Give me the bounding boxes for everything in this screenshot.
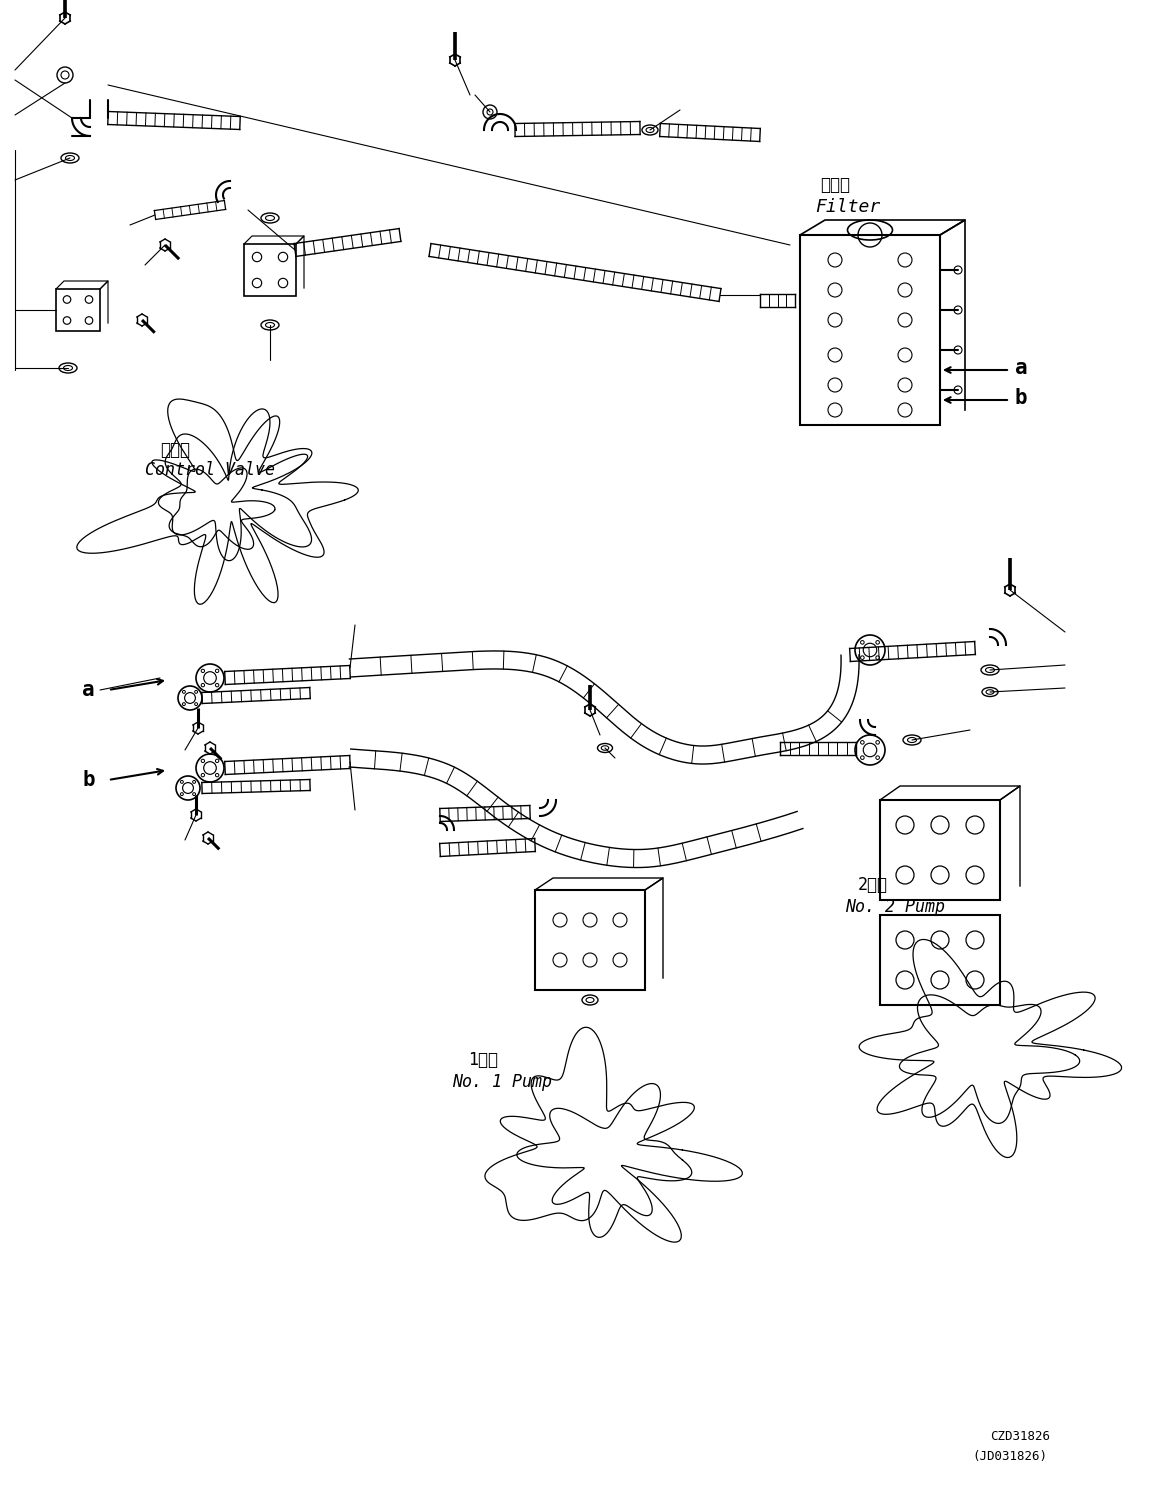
Text: No. 1 Pump: No. 1 Pump xyxy=(452,1073,552,1091)
Text: No. 2 Pump: No. 2 Pump xyxy=(846,898,945,916)
Text: Filter: Filter xyxy=(814,198,880,216)
Bar xyxy=(244,245,296,295)
Bar xyxy=(880,915,1000,1006)
Bar xyxy=(799,236,940,425)
Text: 1号泵: 1号泵 xyxy=(468,1050,498,1068)
Text: b: b xyxy=(83,770,94,789)
Text: a: a xyxy=(83,680,94,700)
Text: Control Valve: Control Valve xyxy=(145,461,275,479)
Text: 控制阀: 控制阀 xyxy=(160,442,190,460)
Text: CZD31826: CZD31826 xyxy=(990,1429,1049,1443)
Bar xyxy=(535,891,645,991)
Bar xyxy=(56,289,100,331)
Text: b: b xyxy=(1015,388,1028,407)
Text: 滤清器: 滤清器 xyxy=(820,176,850,194)
Bar xyxy=(880,800,1000,900)
Text: a: a xyxy=(1015,358,1028,377)
Text: (JD031826): (JD031826) xyxy=(972,1450,1047,1464)
Text: 2号泵: 2号泵 xyxy=(858,876,888,894)
